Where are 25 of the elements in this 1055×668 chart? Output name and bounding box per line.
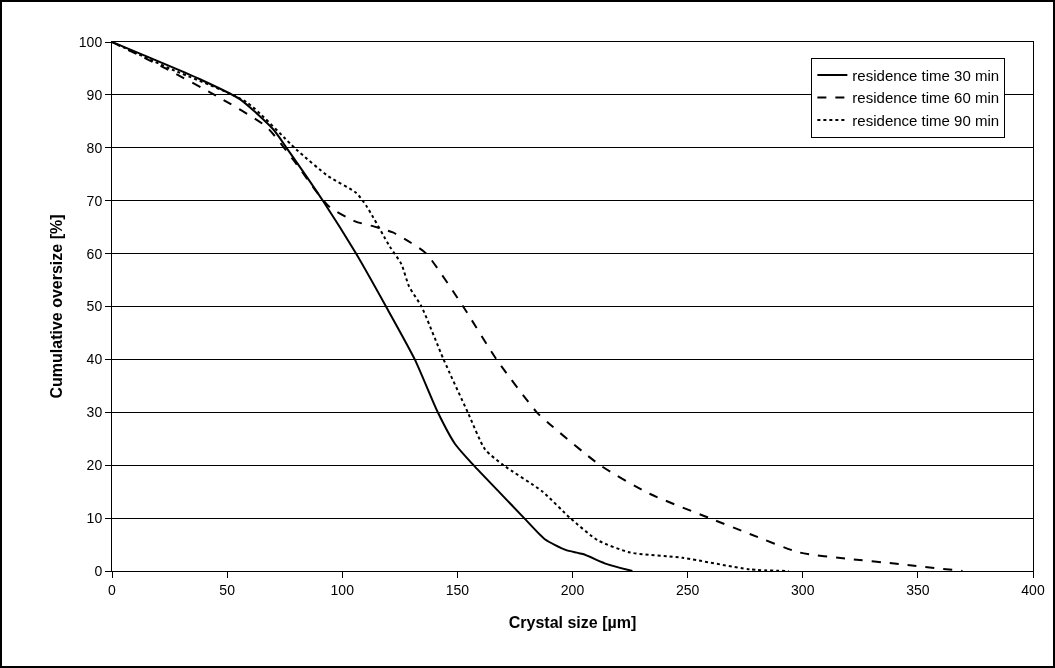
y-tick-label: 60 [86,245,103,262]
legend-label: residence time 30 min [852,66,1000,84]
x-tick-label: 200 [560,581,585,598]
x-tick-label: 50 [219,581,236,598]
y-axis-title: Cumulative oversize [%] [47,214,65,399]
y-tick-label: 20 [86,457,103,474]
y-tick-label: 10 [86,510,103,526]
x-tick-label: 350 [906,581,930,598]
x-axis-title: Crystal size [µm] [508,614,637,632]
x-tick-label: 0 [108,581,117,598]
y-tick-label: 80 [86,139,103,156]
y-tick-label: 100 [78,33,103,50]
legend-label: residence time 90 min [852,111,1000,129]
x-tick-label: 400 [1021,581,1045,598]
x-tick-label: 100 [330,581,355,598]
y-tick-label: 50 [86,298,103,315]
y-tick-label: 0 [94,562,103,579]
x-tick-label: 250 [675,581,700,598]
y-tick-label: 30 [86,404,103,421]
x-tick-label: 150 [445,581,470,598]
x-tick-label: 300 [791,581,815,598]
y-tick-label: 90 [86,86,103,103]
legend-label: residence time 60 min [852,89,1000,107]
y-tick-label: 40 [86,351,103,368]
y-tick-label: 70 [86,192,103,209]
